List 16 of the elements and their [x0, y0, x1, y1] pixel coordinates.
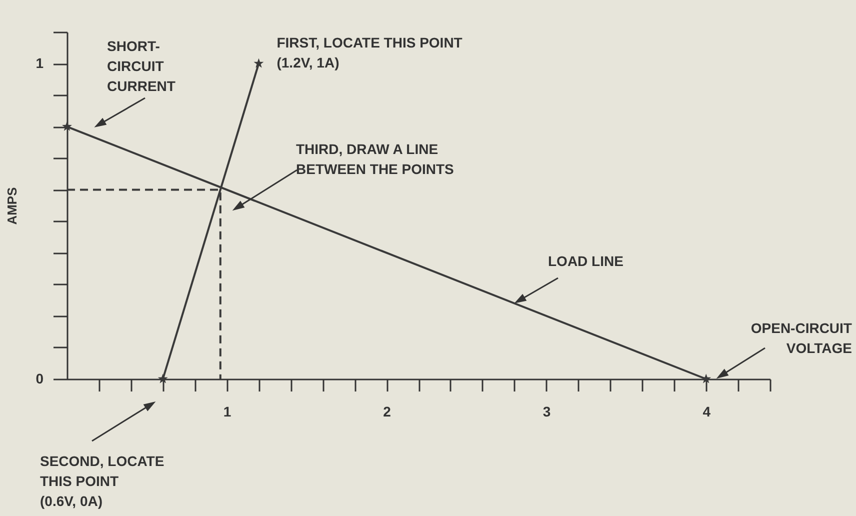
- point: [62, 121, 72, 131]
- point: [158, 374, 168, 384]
- x-tick-label: 1: [223, 404, 232, 420]
- x-tick-label: 2: [383, 404, 392, 420]
- annotation: OPEN-CIRCUIT VOLTAGE: [750, 320, 852, 356]
- point: [254, 58, 264, 68]
- y-tick-label: 0: [36, 370, 44, 386]
- annotation: THIRD, DRAW A LINE BETWEEN THE POINTS: [296, 141, 454, 177]
- x-tick-label: 3: [542, 404, 551, 420]
- annotation: FIRST, LOCATE THIS POINT (1.2V, 1A): [276, 34, 463, 71]
- y-axis-title: AMPS: [4, 186, 20, 225]
- annotation: LOAD LINE: [548, 253, 624, 269]
- annotation: SHORT- CIRCUIT CURRENT: [107, 38, 176, 94]
- text: SECOND, LOCATE THIS POINT (0.6V, 0A): [40, 453, 164, 509]
- x-tick-label: 4: [702, 404, 711, 420]
- point: [701, 374, 712, 384]
